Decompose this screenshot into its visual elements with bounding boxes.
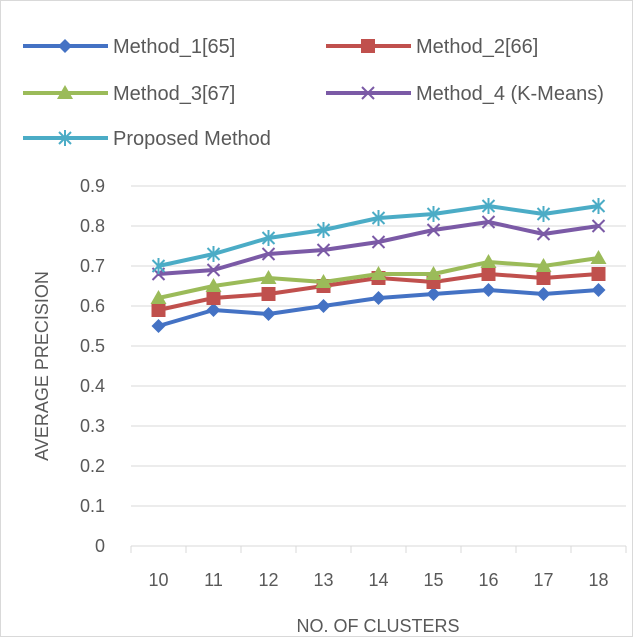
legend-label: Method_1[65]: [113, 36, 235, 58]
x-tick-label: 10: [148, 570, 168, 590]
data-point: [260, 270, 277, 284]
data-point: [591, 267, 606, 281]
data-point: [315, 274, 332, 288]
legend-entry: Proposed Method: [23, 128, 271, 150]
legend-marker: [361, 86, 375, 100]
y-tick-label: 0: [95, 536, 105, 556]
legend-entry: Method_2[66]: [326, 36, 538, 58]
legend-marker: [361, 39, 375, 53]
data-point: [261, 230, 276, 246]
data-point: [261, 287, 276, 301]
data-point: [536, 271, 551, 285]
data-point: [151, 303, 166, 317]
legend-label: Proposed Method: [113, 128, 271, 150]
y-tick-label: 0.4: [80, 376, 105, 396]
y-tick-label: 0.5: [80, 336, 105, 356]
x-tick-label: 11: [204, 570, 223, 590]
data-point: [206, 246, 221, 262]
x-tick-label: 14: [368, 570, 388, 590]
data-point: [426, 287, 441, 301]
data-point: [206, 303, 221, 317]
y-tick-label: 0.8: [80, 216, 105, 236]
data-point: [481, 283, 496, 297]
y-tick-label: 0.6: [80, 296, 105, 316]
data-point: [151, 258, 166, 274]
data-point: [591, 198, 606, 214]
series-1: [151, 283, 606, 333]
series-layer: [150, 198, 607, 333]
legend-marker: [57, 85, 73, 99]
data-point: [591, 283, 606, 297]
data-point: [371, 210, 386, 226]
data-point: [536, 227, 551, 241]
data-point: [316, 222, 331, 238]
data-point: [426, 223, 441, 237]
data-point: [371, 291, 386, 305]
data-point: [425, 266, 442, 280]
data-point: [206, 291, 221, 305]
data-point: [536, 206, 551, 222]
data-point: [481, 267, 496, 281]
legend-entry: Method_3[67]: [23, 83, 235, 105]
data-point: [316, 299, 331, 313]
legend: Method_1[65] Method_2[66] Method_3[67] Meth…: [23, 36, 604, 150]
legend-entry: Method_4 (K-Means): [326, 83, 604, 105]
x-tick-label: 12: [258, 570, 278, 590]
y-tick-label: 0.9: [80, 176, 105, 196]
data-point: [535, 258, 552, 272]
data-point: [480, 254, 497, 268]
legend-label: Method_2[66]: [416, 36, 538, 58]
series-3: [150, 250, 607, 304]
series-5: [151, 198, 606, 274]
x-tick-label: 16: [478, 570, 498, 590]
x-tick-label: 17: [533, 570, 553, 590]
axes: [130, 545, 627, 553]
x-axis-title: NO. OF CLUSTERS: [296, 616, 459, 636]
data-point: [371, 235, 386, 249]
data-point: [261, 247, 276, 261]
data-point: [261, 307, 276, 321]
legend-marker: [58, 39, 72, 53]
y-tick-label: 0.1: [80, 496, 105, 516]
y-tick-label: 0.7: [80, 256, 105, 276]
data-point: [481, 215, 496, 229]
data-point: [591, 219, 606, 233]
legend-label: Method_4 (K-Means): [416, 83, 604, 105]
data-point: [316, 243, 331, 257]
x-tick-label: 15: [423, 570, 443, 590]
data-point: [205, 278, 222, 292]
y-axis-title: AVERAGE PRECISION: [32, 271, 52, 461]
y-tick-label: 0.2: [80, 456, 105, 476]
x-tick-label: 18: [588, 570, 608, 590]
axis-labels: 0 0.1 0.2 0.3 0.4 0.5 0.6 0.7 0.8 0.9 10 11 12 13 14 15…: [32, 176, 609, 636]
y-tick-label: 0.3: [80, 416, 105, 436]
legend-label: Method_3[67]: [113, 83, 235, 105]
x-tick-label: 13: [313, 570, 333, 590]
data-point: [426, 206, 441, 222]
data-point: [150, 290, 167, 304]
data-point: [206, 263, 221, 277]
legend-marker: [58, 130, 72, 146]
data-point: [481, 198, 496, 214]
data-point: [370, 266, 387, 280]
data-point: [536, 287, 551, 301]
legend-entry: Method_1[65]: [23, 36, 235, 58]
data-point: [151, 319, 166, 333]
data-point: [590, 250, 607, 264]
